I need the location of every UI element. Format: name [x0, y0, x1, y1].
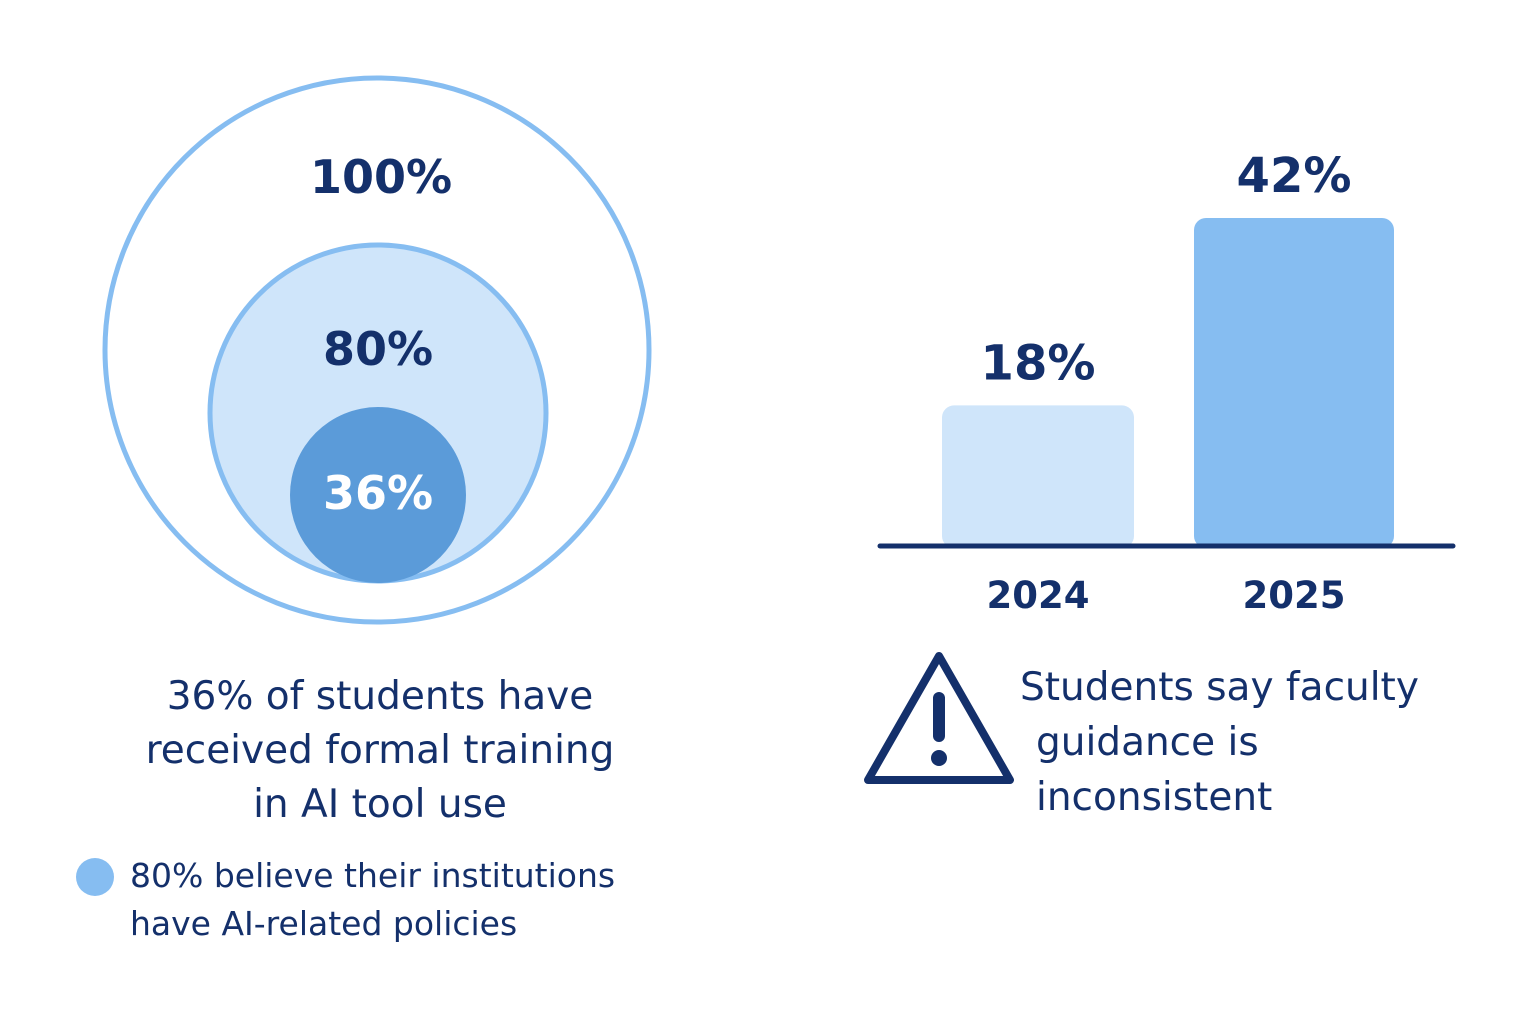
bar-value-label: 18%	[981, 335, 1096, 391]
warning-line: inconsistent	[1036, 775, 1273, 820]
warning-triangle-icon	[864, 652, 1014, 784]
caption-line: in AI tool use	[253, 782, 507, 827]
bar-2025	[1194, 218, 1394, 548]
caption-line: received formal training	[145, 728, 615, 773]
x-tick-label: 2025	[1243, 574, 1346, 617]
bar-value-label: 42%	[1237, 148, 1352, 204]
legend-line: 80% believe their institutions	[130, 856, 616, 895]
bar-2024	[942, 405, 1134, 548]
training-caption: 36% of students have received formal tra…	[90, 670, 670, 832]
circle-label-inner: 36%	[322, 466, 434, 520]
warning-text: Students say faculty guidance is inconsi…	[1020, 660, 1490, 825]
bar-chart: 18% 2024 42% 2025	[877, 148, 1456, 617]
circle-label-middle: 80%	[322, 322, 434, 376]
caption-line: 36% of students have	[166, 674, 594, 719]
inner-circle-36	[290, 407, 466, 583]
legend-text: 80% believe their institutions have AI-r…	[130, 852, 690, 948]
x-tick-label: 2024	[987, 574, 1090, 617]
warning-line: guidance is	[1036, 720, 1259, 765]
nested-circle-chart	[102, 75, 652, 625]
legend-line: have AI-related policies	[130, 904, 518, 943]
legend-dot-icon	[76, 858, 114, 896]
circle-label-outer: 100%	[309, 150, 453, 204]
warning-line: Students say faculty	[1020, 665, 1419, 710]
